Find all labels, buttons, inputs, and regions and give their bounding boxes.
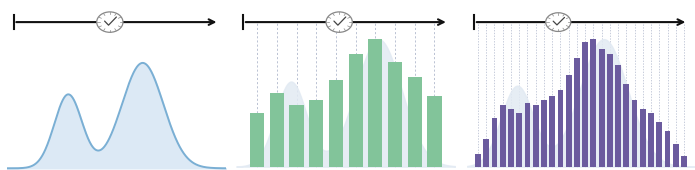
Bar — [541, 100, 547, 167]
Bar — [591, 39, 596, 167]
Bar — [549, 96, 555, 167]
Circle shape — [97, 12, 123, 32]
Circle shape — [326, 12, 352, 32]
Bar — [598, 49, 605, 167]
Bar — [516, 113, 522, 167]
Bar — [483, 139, 489, 167]
Bar — [348, 54, 363, 167]
Bar — [491, 118, 498, 167]
Bar — [289, 105, 304, 167]
Bar — [368, 39, 382, 167]
Bar — [388, 62, 402, 167]
Bar — [623, 84, 629, 167]
Bar — [607, 54, 613, 167]
Bar — [329, 80, 343, 167]
Bar — [632, 100, 637, 167]
Bar — [557, 90, 564, 167]
Circle shape — [546, 13, 571, 31]
Bar — [657, 122, 662, 167]
Bar — [640, 109, 646, 167]
Bar — [615, 65, 621, 167]
Bar — [681, 156, 687, 167]
Bar — [408, 77, 422, 167]
Bar — [566, 75, 571, 167]
Bar — [525, 103, 530, 167]
Bar — [673, 144, 679, 167]
Bar — [500, 105, 505, 167]
Bar — [533, 105, 539, 167]
Bar — [582, 42, 588, 167]
Bar — [250, 113, 264, 167]
Bar — [475, 154, 481, 167]
Bar — [574, 58, 580, 167]
Bar — [309, 100, 323, 167]
Bar — [270, 93, 284, 167]
Bar — [508, 109, 514, 167]
Bar — [664, 131, 671, 167]
Bar — [648, 113, 654, 167]
Bar — [427, 96, 441, 167]
